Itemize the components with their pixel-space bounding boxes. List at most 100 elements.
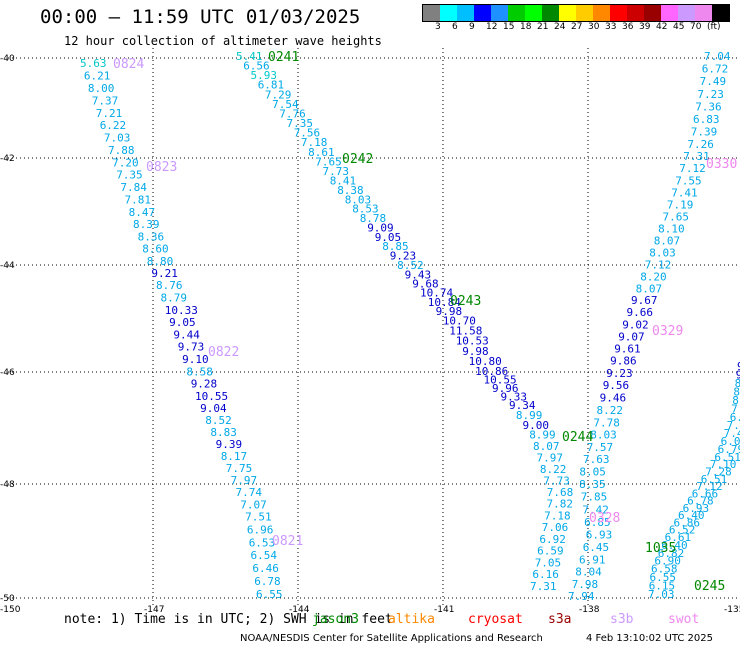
wave-height-value: 6.59 <box>537 545 564 558</box>
wave-height-value: 8.52 <box>205 414 232 427</box>
satellite-legend-item: swot <box>668 612 700 627</box>
pass-label: 0329 <box>652 324 683 339</box>
wave-height-value: 7.06 <box>542 521 569 534</box>
wave-height-value: 6.93 <box>586 529 613 542</box>
wave-height-value: 8.5 <box>733 386 740 399</box>
wave-height-value: 9.67 <box>631 294 658 307</box>
colorbar-swatch <box>525 5 542 21</box>
satellite-legend-item: jason3 <box>312 612 359 627</box>
wave-height-value: 8.2 <box>732 394 740 407</box>
wave-height-value: 5.93 <box>251 69 278 82</box>
colorbar-tick-label: 42 <box>656 22 668 32</box>
wave-height-value: 9.68 <box>412 278 439 291</box>
colorbar-swatch <box>661 5 678 21</box>
wave-height-value: 9.23 <box>390 250 417 263</box>
pass-label: 0330 <box>706 157 737 172</box>
wave-height-value: 7.65 <box>663 210 690 223</box>
track-s3b-descending: 5.636.218.007.377.216.227.037.887.207.35… <box>80 57 283 601</box>
wave-height-value: 6.82 <box>658 547 685 560</box>
wave-height-value: 9.05 <box>375 231 402 244</box>
wave-height-value: 7.82 <box>547 498 574 511</box>
wave-height-value: 6.66 <box>692 487 719 500</box>
wave-height-value: 10.74 <box>420 287 453 300</box>
colorbar-swatch <box>440 5 457 21</box>
wave-height-value: 8.99 <box>529 429 556 442</box>
wave-height-value: 7.31 <box>530 580 557 593</box>
wave-height-value: 7.03 <box>104 132 130 145</box>
wave-height-value: 9 <box>736 369 740 382</box>
wave-height-value: 7.05 <box>535 557 562 570</box>
colorbar-tick-label: 21 <box>537 22 549 32</box>
wave-height-value: 7.55 <box>675 174 702 187</box>
wave-height-value: 6.79 <box>718 443 740 456</box>
wave-height-value: 9.66 <box>627 306 654 319</box>
pass-label: 0328 <box>589 511 620 526</box>
wave-height-value: 5.63 <box>80 57 107 70</box>
track-cryosat-segment: 998.78.58.27.96.797.027.446.046.796.517.… <box>648 360 740 601</box>
wave-height-value: 10.80 <box>469 355 502 368</box>
wave-height-value: 7.35 <box>287 117 314 130</box>
wave-height-value: 6.61 <box>665 531 692 544</box>
wave-height-value: 7.63 <box>583 453 610 466</box>
track-jason3-descending: 5.416.565.936.817.297.547.767.357.567.18… <box>236 50 573 593</box>
wave-height-value: 9.28 <box>191 378 218 391</box>
longitude-label: -147 <box>144 605 164 615</box>
wave-height-value: 9.10 <box>182 353 209 366</box>
wave-height-value: 9.05 <box>169 316 196 329</box>
wave-height-value: 8.07 <box>654 235 681 248</box>
latitude-label: -46 <box>0 368 15 378</box>
colorbar-swatch <box>474 5 491 21</box>
wave-height-value: 9.43 <box>405 268 432 281</box>
wave-height-value: 9.00 <box>523 419 550 432</box>
wave-height-value: 8.78 <box>360 212 387 225</box>
wave-height-value: 8.99 <box>516 409 543 422</box>
wave-height-value: 7.07 <box>240 498 266 511</box>
wave-height-value: 6.53 <box>249 536 276 549</box>
wave-height-value: 9.33 <box>501 391 528 404</box>
wave-height-value: 8.07 <box>533 440 560 453</box>
wave-height-value: 9.23 <box>606 367 633 380</box>
wave-height-value: 7.37 <box>92 94 119 107</box>
wave-height-value: 8.58 <box>186 365 213 378</box>
wave-height-value: 6.93 <box>683 502 710 515</box>
pass-label: 1035 <box>645 541 676 556</box>
wave-height-value: 9.04 <box>200 402 227 415</box>
colorbar-tick-label: 36 <box>622 22 634 32</box>
wave-height-value: 8.47 <box>129 206 156 219</box>
wave-height-value: 7.18 <box>301 136 328 149</box>
wave-height-value: 9.61 <box>614 343 641 356</box>
wave-height-value: 10.84 <box>428 296 461 309</box>
wave-height-value: 8.22 <box>597 404 624 417</box>
wave-height-value: 9.07 <box>618 330 645 343</box>
colorbar-tick-label: 24 <box>554 22 566 32</box>
wave-height-value: 6.78 <box>254 575 281 588</box>
wave-height-value: 7.75 <box>226 462 253 475</box>
chart-subtitle: 12 hour collection of altimeter wave hei… <box>64 34 382 48</box>
colorbar-tick-label: 6 <box>452 22 458 32</box>
wave-height-tracks: 5.636.218.007.377.216.227.037.887.207.35… <box>80 50 740 603</box>
wave-height-value: 6.16 <box>532 568 559 581</box>
wave-height-value: 6.21 <box>84 69 111 82</box>
wave-height-value: 9.39 <box>216 438 243 451</box>
wave-height-value: 8.53 <box>352 203 379 216</box>
longitude-label: -138 <box>579 605 600 615</box>
longitude-label: -150 <box>0 605 21 615</box>
latitude-label: -50 <box>0 594 15 604</box>
credit-line: NOAA/NESDIS Center for Satellite Applica… <box>240 633 543 644</box>
wave-height-value: 7.12 <box>645 258 672 271</box>
wave-height-value: 6.96 <box>247 523 274 536</box>
wave-height-value: 8.17 <box>221 450 248 463</box>
wave-height-value: 9.73 <box>178 341 205 354</box>
wave-height-value: 8.61 <box>308 146 335 159</box>
wave-height-value: 8.41 <box>330 175 357 188</box>
wave-height-value: 8.60 <box>142 243 169 256</box>
pass-label: 0244 <box>562 430 593 445</box>
colorbar-swatch <box>457 5 474 21</box>
wave-height-value: 11.58 <box>449 325 482 338</box>
wave-height-value: 8.22 <box>540 463 567 476</box>
pass-label: 0823 <box>146 160 177 175</box>
colorbar-swatch <box>508 5 525 21</box>
pass-label: 0822 <box>208 345 239 360</box>
wave-height-value: 7.49 <box>700 75 727 88</box>
wave-height-value: 9.21 <box>151 267 178 280</box>
